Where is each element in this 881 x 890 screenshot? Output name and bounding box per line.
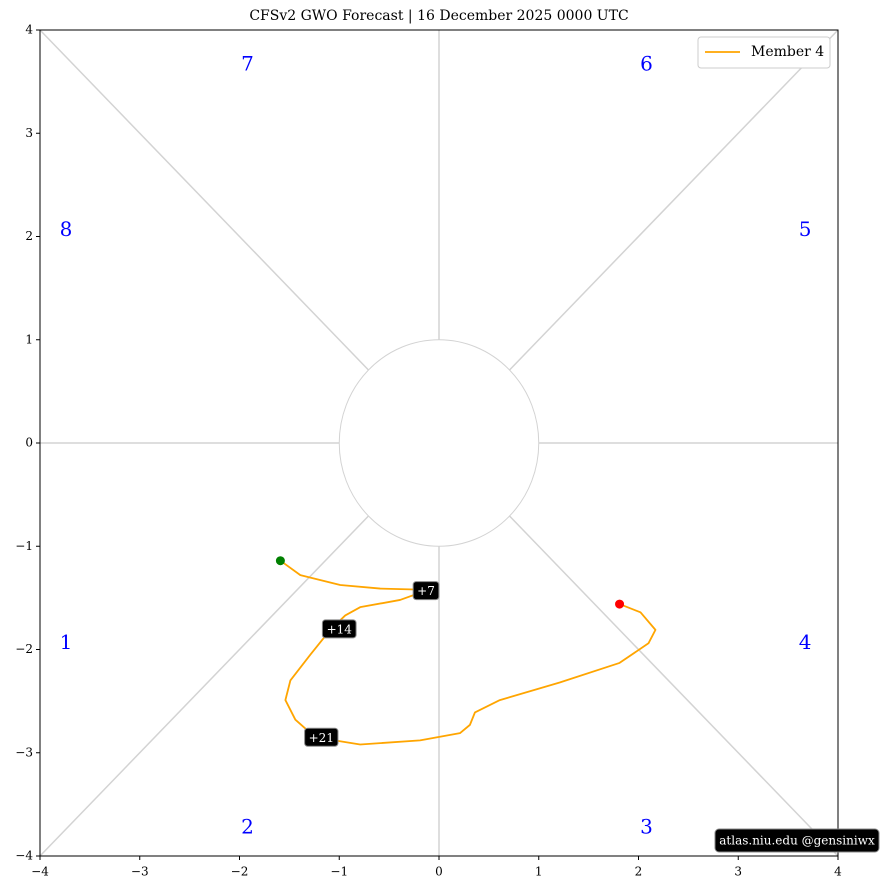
phase-divider <box>508 29 839 371</box>
day-annotation: +14 <box>321 619 357 639</box>
y-tick-label: −3 <box>15 745 33 759</box>
y-tick-label: −4 <box>15 849 33 863</box>
x-tick-label: 3 <box>734 865 742 879</box>
phase-label: 2 <box>241 815 254 839</box>
chart-title: CFSv2 GWO Forecast | 16 December 2025 00… <box>249 8 628 24</box>
annotation-box <box>412 581 440 601</box>
y-tick-label: −1 <box>15 539 33 553</box>
legend: Member 4 <box>697 36 831 69</box>
legend-label: Member 4 <box>751 44 824 60</box>
unit-circle <box>338 339 540 547</box>
annotation-box <box>321 619 357 639</box>
phase-divider <box>508 515 839 857</box>
annotation-text: +21 <box>309 731 334 745</box>
x-tick-label: −1 <box>330 865 348 879</box>
x-tick-label: 2 <box>635 865 643 879</box>
y-tick-label: 3 <box>25 126 33 140</box>
y-tick-label: 1 <box>25 332 33 346</box>
x-tick-label: 1 <box>535 865 543 879</box>
phase-divider <box>39 515 370 857</box>
phase-label: 4 <box>799 630 812 654</box>
day-annotation: +21 <box>304 727 339 747</box>
x-tick-label: −4 <box>31 865 49 879</box>
phase-label: 6 <box>640 52 653 76</box>
phase-label: 7 <box>241 52 254 76</box>
phase-label: 5 <box>799 217 812 241</box>
x-tick-label: 4 <box>834 865 842 879</box>
annotation-text: +14 <box>327 622 353 636</box>
phase-divider <box>39 29 370 371</box>
end-point <box>615 599 625 609</box>
phase-label: 1 <box>60 630 73 654</box>
x-tick-label: −3 <box>131 865 149 879</box>
annotation-box <box>304 727 339 747</box>
day-annotation: +7 <box>412 581 440 601</box>
watermark-box <box>714 828 880 853</box>
y-tick-label: 0 <box>25 436 33 450</box>
trajectory <box>279 559 657 746</box>
phase-label: 3 <box>640 815 653 839</box>
x-tick-label: −2 <box>231 865 249 879</box>
watermark: atlas.niu.edu @gensiniwx <box>714 828 880 853</box>
phase-label: 8 <box>60 217 73 241</box>
legend-box <box>697 36 831 69</box>
start-point <box>275 556 285 566</box>
x-tick-label: 0 <box>435 865 443 879</box>
y-tick-label: −2 <box>15 642 33 656</box>
annotation-text: +7 <box>417 584 435 598</box>
y-tick-label: 2 <box>25 229 33 243</box>
watermark-text: atlas.niu.edu @gensiniwx <box>719 834 875 848</box>
y-tick-label: 4 <box>25 23 33 37</box>
